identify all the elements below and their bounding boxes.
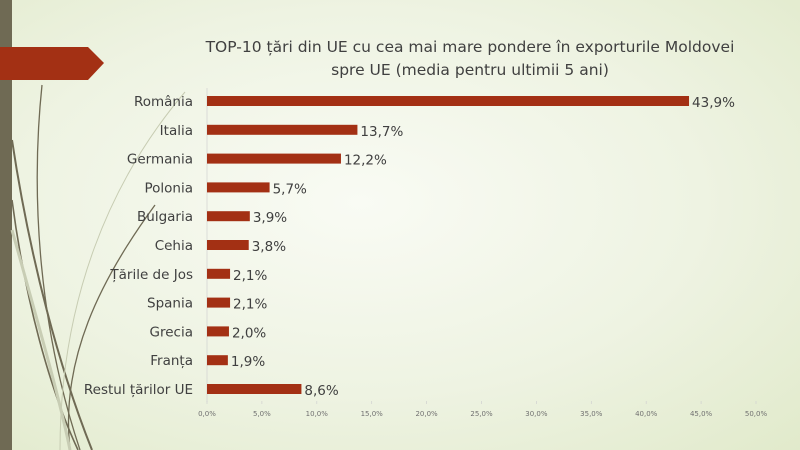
bar [207, 355, 228, 366]
x-tick-label: 25,0% [470, 410, 493, 418]
bar [207, 240, 249, 250]
category-label: Polonia [144, 180, 193, 196]
bar [207, 153, 341, 164]
bar [207, 182, 270, 193]
x-tick-label: 40,0% [635, 410, 658, 418]
bar [207, 384, 302, 394]
category-label: Bulgaria [137, 209, 193, 225]
bar [207, 297, 231, 308]
value-label: 2,1% [233, 297, 267, 313]
x-tick-label: 20,0% [415, 410, 438, 418]
category-label: Germania [127, 152, 193, 168]
chart-title-line-2: spre UE (media pentru ultimii 5 ani) [331, 61, 609, 79]
title-arrow-banner [0, 47, 104, 80]
bar [207, 124, 358, 135]
plot-area: România 43,9% Italia 13,7% Germania 12,2% Polo… [84, 88, 768, 418]
x-tick-label: 5,0% [253, 410, 271, 418]
category-label: Țările de Jos [109, 267, 193, 283]
x-tick-label: 35,0% [580, 410, 603, 418]
x-tick-label: 15,0% [361, 410, 384, 418]
x-tick-label: 10,0% [306, 410, 329, 418]
value-label: 8,6% [304, 383, 338, 399]
x-tick-label: 45,0% [690, 410, 713, 418]
chart-title-line-1: TOP-10 țări din UE cu cea mai mare ponde… [205, 38, 735, 56]
value-label: 43,9% [692, 95, 735, 111]
bar [207, 211, 250, 222]
category-label: Italia [160, 123, 193, 139]
category-label: Restul țărilor UE [84, 382, 193, 398]
decorative-curves [10, 84, 186, 450]
value-label: 2,0% [232, 325, 266, 341]
bar [207, 326, 229, 337]
value-label: 5,7% [273, 181, 307, 197]
value-label: 13,7% [360, 124, 403, 140]
value-label: 12,2% [344, 153, 387, 169]
category-label: Franța [150, 353, 193, 369]
bar [207, 96, 690, 106]
category-label: Spania [147, 296, 193, 312]
value-label: 3,8% [252, 239, 286, 255]
category-label: Cehia [155, 238, 193, 254]
category-label: România [134, 94, 193, 110]
value-label: 2,1% [233, 268, 267, 284]
x-tick-label: 30,0% [525, 410, 548, 418]
value-label: 1,9% [231, 354, 265, 370]
bar [207, 268, 231, 279]
sidebar-stripe [0, 0, 12, 450]
x-tick-label: 0,0% [198, 410, 216, 418]
category-label: Grecia [150, 324, 193, 340]
value-label: 3,9% [253, 210, 287, 226]
x-tick-label: 50,0% [745, 410, 768, 418]
